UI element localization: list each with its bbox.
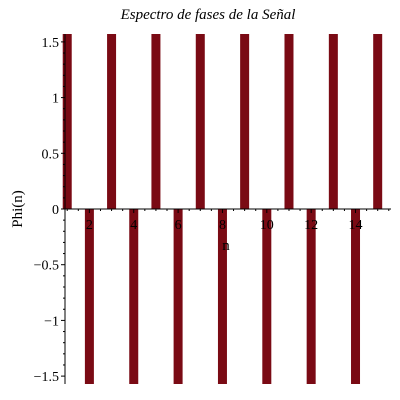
chart-title: Espectro de fases de la Señal [120,7,296,23]
bar [62,34,72,209]
bar [195,34,205,209]
bar [351,209,361,384]
bar [217,209,227,384]
y-axis-label: Phi(n) [10,190,26,228]
x-tick-label: 6 [175,218,182,233]
y-tick-label: 1.5 [42,36,60,51]
y-tick-label: −1 [44,314,59,329]
bar [240,34,250,209]
x-tick-label: 14 [349,218,363,233]
bar [373,34,383,209]
x-tick-label: 2 [86,218,93,233]
bar [151,34,161,209]
y-tick-label: 0.5 [42,147,60,162]
x-tick-label: 8 [219,218,226,233]
bar [173,209,183,384]
bar [328,34,338,209]
bar [84,209,94,384]
bar [284,34,294,209]
x-tick-label: 10 [260,218,274,233]
bar [129,209,139,384]
bar [306,209,316,384]
bar [262,209,272,384]
y-tick-label: 0 [52,203,59,218]
x-axis-label: n [222,238,230,254]
x-tick-label: 12 [304,218,318,233]
y-tick-label: 1 [52,92,59,107]
x-tick-label: 4 [130,218,137,233]
y-tick-label: −0.5 [34,259,59,274]
y-tick-label: −1.5 [34,370,59,385]
bars-group [62,34,383,384]
axes-group: −1.5 −1 −0.5 0 0.5 1 1.5 2 4 6 8 10 12 14 [34,34,391,385]
bar [107,34,117,209]
